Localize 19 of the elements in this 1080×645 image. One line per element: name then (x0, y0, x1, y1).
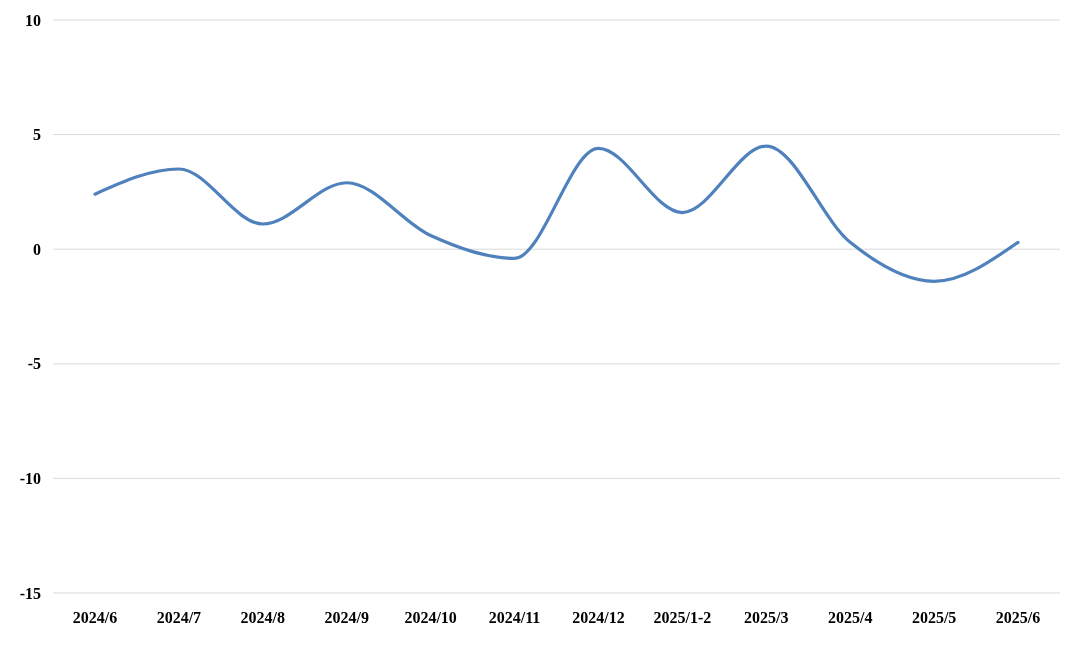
x-tick-label: 2024/8 (240, 609, 286, 626)
x-tick-label: 2025/3 (744, 609, 789, 626)
line-series (93, 144, 1020, 283)
x-tick-label: 2025/4 (827, 609, 873, 626)
x-tick-label: 2024/7 (156, 609, 202, 626)
x-tick-label: 2025/5 (911, 609, 957, 626)
x-tick-label: 2024/10 (404, 609, 457, 626)
x-tick-label: 2024/6 (72, 609, 118, 626)
y-tick-label: -5 (27, 355, 41, 373)
y-tick-label: 0 (33, 240, 41, 258)
y-tick-label: 5 (33, 126, 41, 144)
x-tick-label: 2025/1-2 (653, 609, 712, 626)
x-tick-label: 2024/12 (572, 609, 625, 626)
y-tick-label: 10 (25, 11, 41, 29)
x-tick-label: 2024/11 (488, 609, 541, 626)
y-tick-label: -15 (19, 584, 41, 602)
x-tick-label: 2024/9 (324, 609, 369, 626)
y-tick-label: -10 (19, 470, 41, 487)
x-tick-label: 2025/6 (995, 609, 1041, 626)
